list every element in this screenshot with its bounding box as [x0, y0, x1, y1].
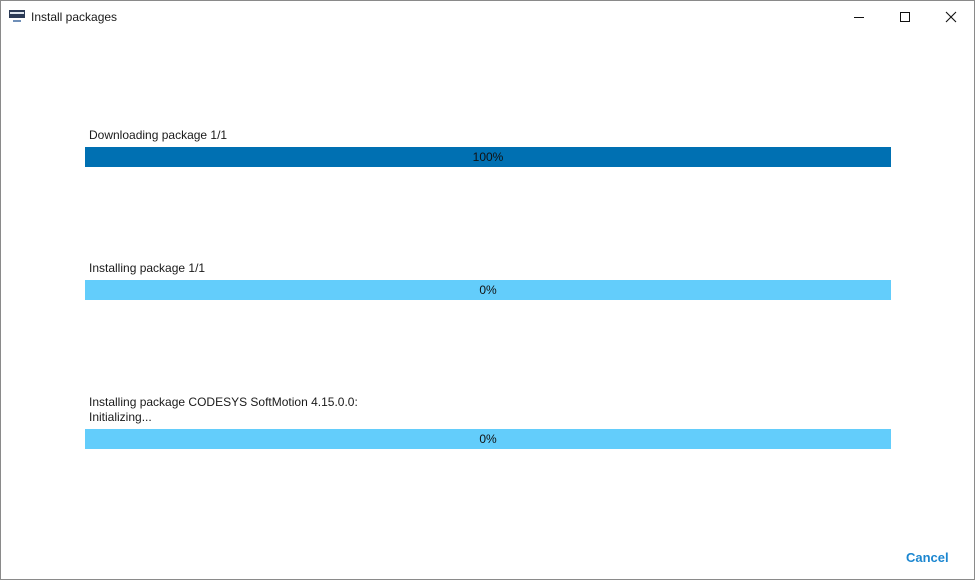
- title-bar: Install packages: [1, 1, 974, 33]
- progress-label: Installing package CODESYS SoftMotion 4.…: [89, 395, 358, 409]
- progress-label: Downloading package 1/1: [89, 128, 228, 142]
- minimize-button[interactable]: [836, 1, 882, 33]
- progress-track: 0%: [85, 429, 891, 449]
- cancel-button[interactable]: Cancel: [906, 550, 949, 565]
- close-button[interactable]: [928, 1, 974, 33]
- progress-track: 100%: [85, 147, 891, 167]
- progress-percent: 100%: [472, 150, 504, 164]
- progress-track: 0%: [85, 280, 891, 300]
- progress-percent: 0%: [479, 283, 497, 297]
- progress-percent: 0%: [479, 432, 497, 446]
- window-title: Install packages: [31, 10, 118, 24]
- maximize-button[interactable]: [882, 1, 928, 33]
- app-icon: [9, 10, 25, 22]
- status-text: Initializing...: [89, 410, 152, 424]
- progress-label: Installing package 1/1: [89, 261, 206, 275]
- progress-fill: [85, 147, 891, 167]
